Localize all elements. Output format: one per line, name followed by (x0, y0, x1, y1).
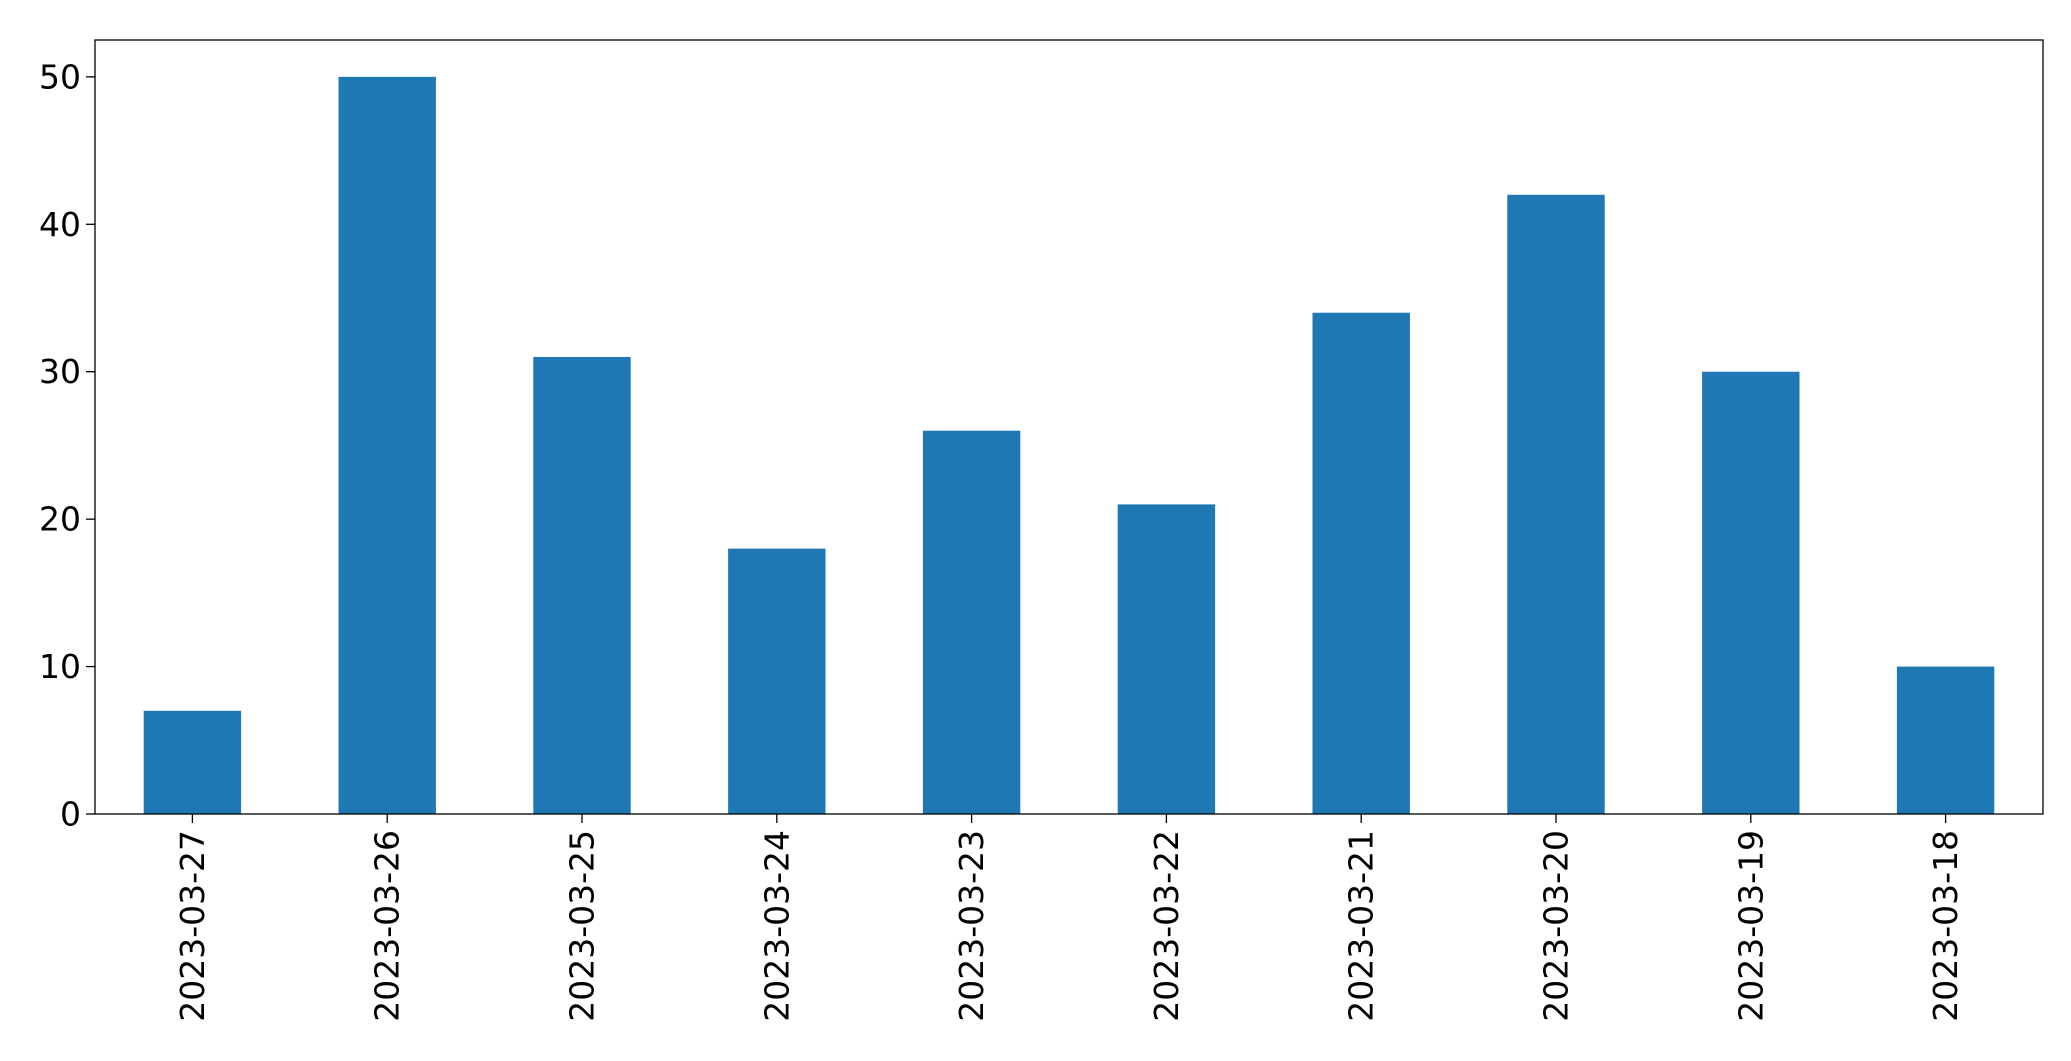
bar-2023-03-27 (143, 710, 242, 814)
y-tick-label: 30 (39, 352, 81, 391)
bar-2023-03-18 (1896, 666, 1995, 814)
bar-2023-03-24 (728, 548, 826, 814)
x-axis: 2023-03-27 2023-03-26 2023-03-25 2023-03-24… (173, 814, 1965, 1022)
x-tick-label: 2023-03-27 (173, 830, 212, 1022)
axes-layer (94, 39, 2044, 815)
plot-frame (94, 39, 2044, 815)
x-tick-label: 2023-03-21 (1342, 830, 1381, 1022)
bar-2023-03-19 (1702, 371, 1800, 814)
y-tick-label: 10 (39, 647, 81, 686)
y-tick-label: 40 (39, 205, 81, 244)
x-tick-label: 2023-03-25 (563, 830, 602, 1022)
x-tick-label: 2023-03-20 (1537, 830, 1576, 1022)
bars-layer (143, 76, 1995, 815)
y-axis: 0 10 20 30 40 50 (39, 57, 95, 834)
x-tick-label: 2023-03-18 (1926, 830, 1965, 1022)
bar-2023-03-26 (338, 76, 436, 815)
bar-2023-03-23 (922, 430, 1021, 814)
bar-2023-03-21 (1312, 312, 1410, 814)
x-tick-label: 2023-03-24 (757, 830, 796, 1022)
x-tick-label: 2023-03-26 (368, 830, 407, 1022)
bar-2023-03-25 (533, 356, 631, 814)
x-tick-label: 2023-03-23 (952, 830, 991, 1022)
bar-2023-03-20 (1507, 194, 1605, 815)
y-tick-label: 20 (39, 500, 81, 539)
y-tick-label: 50 (39, 57, 81, 96)
y-tick-label: 0 (60, 795, 81, 834)
x-tick-label: 2023-03-22 (1147, 830, 1186, 1022)
x-tick-label: 2023-03-19 (1731, 830, 1770, 1022)
bar-2023-03-22 (1117, 504, 1216, 814)
